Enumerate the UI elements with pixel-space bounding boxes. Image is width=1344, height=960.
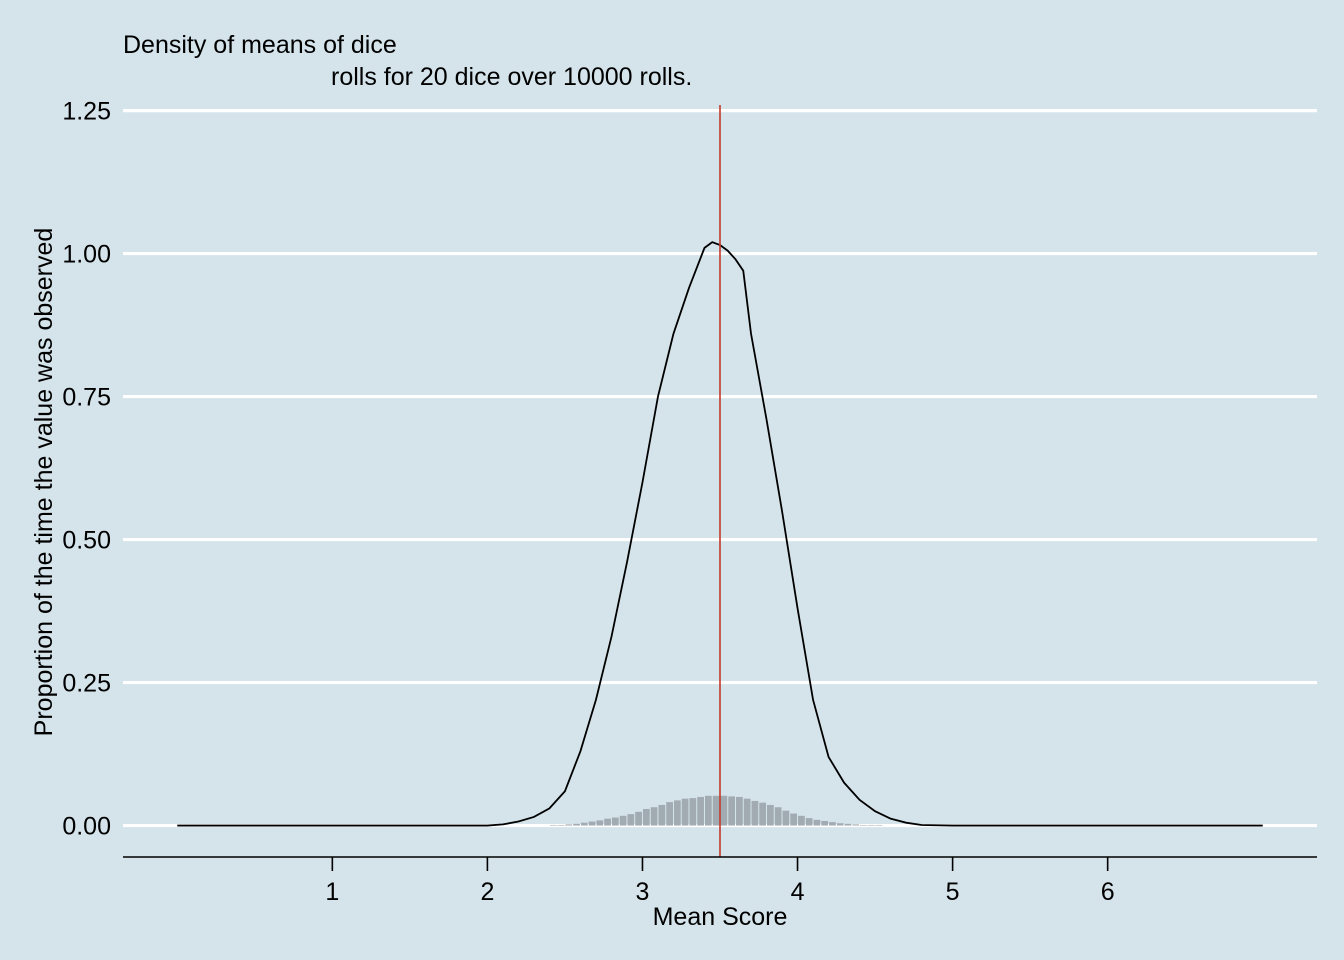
histogram-bar — [689, 798, 697, 826]
x-tick-label: 4 — [791, 878, 805, 906]
histogram-bar — [860, 824, 867, 826]
y-tick-label: 1.00 — [62, 241, 111, 269]
histogram-bar — [844, 823, 852, 826]
histogram-bar — [720, 795, 728, 826]
histogram-bar — [580, 822, 588, 826]
histogram-bar — [774, 807, 782, 826]
histogram-bar — [573, 823, 580, 826]
x-tick-label: 5 — [946, 878, 960, 906]
histogram-bar — [821, 820, 829, 826]
histogram-bar — [588, 821, 596, 826]
histogram-bar — [728, 796, 736, 826]
histogram-bar — [658, 804, 666, 826]
histogram-bar — [604, 818, 611, 826]
histogram-bar — [852, 824, 860, 826]
histogram-bar — [813, 819, 821, 826]
x-axis-title: Mean Score — [653, 903, 788, 931]
x-tick-label: 1 — [325, 878, 339, 906]
y-axis-title: Proportion of the time the value was obs… — [30, 228, 58, 737]
histogram-bar — [565, 824, 573, 826]
histogram-bar — [681, 798, 689, 826]
histogram-bar — [875, 824, 883, 826]
histogram-bar — [697, 796, 704, 826]
histogram-bar — [829, 822, 836, 826]
histogram-bar — [836, 823, 844, 826]
histogram-bar — [619, 815, 627, 826]
histogram-bar — [650, 807, 658, 826]
histogram-bar — [666, 802, 673, 826]
histogram-bar — [798, 815, 805, 826]
chart-title-line-2: rolls for 20 dice over 10000 rolls. — [331, 63, 692, 91]
x-tick-label: 3 — [636, 878, 650, 906]
histogram-bar — [596, 820, 604, 826]
chart-title-line-1: Density of means of dice — [123, 31, 397, 59]
y-tick-label: 1.25 — [62, 98, 111, 126]
histogram-bar — [712, 795, 720, 826]
y-ticks: 0.00 0.25 0.50 0.75 1.00 1.25 — [62, 98, 111, 841]
histogram-bar — [759, 802, 767, 826]
y-tick-label: 0.75 — [62, 384, 111, 412]
histogram-bar — [767, 804, 774, 826]
histogram-bar — [673, 800, 681, 826]
histogram-bar — [557, 824, 565, 826]
y-tick-label: 0.25 — [62, 670, 111, 698]
x-tick-label: 6 — [1101, 878, 1115, 906]
histogram-bar — [704, 795, 712, 826]
histogram-bars — [549, 795, 883, 826]
y-tick-label: 0.00 — [62, 813, 111, 841]
histogram-bar — [790, 813, 798, 826]
histogram-bar — [736, 796, 743, 826]
y-tick-label: 0.50 — [62, 527, 111, 555]
histogram-bar — [635, 811, 642, 826]
histogram-bar — [627, 814, 635, 826]
x-ticks: 1 2 3 4 5 6 — [325, 857, 1115, 906]
histogram-bar — [867, 824, 875, 826]
histogram-bar — [743, 798, 751, 826]
histogram-bar — [805, 818, 813, 826]
x-tick-label: 2 — [480, 878, 494, 906]
histogram-bar — [751, 800, 759, 826]
histogram-bar — [611, 817, 619, 826]
histogram-bar — [642, 808, 650, 826]
histogram-bar — [549, 824, 557, 826]
histogram-bar — [782, 810, 790, 826]
